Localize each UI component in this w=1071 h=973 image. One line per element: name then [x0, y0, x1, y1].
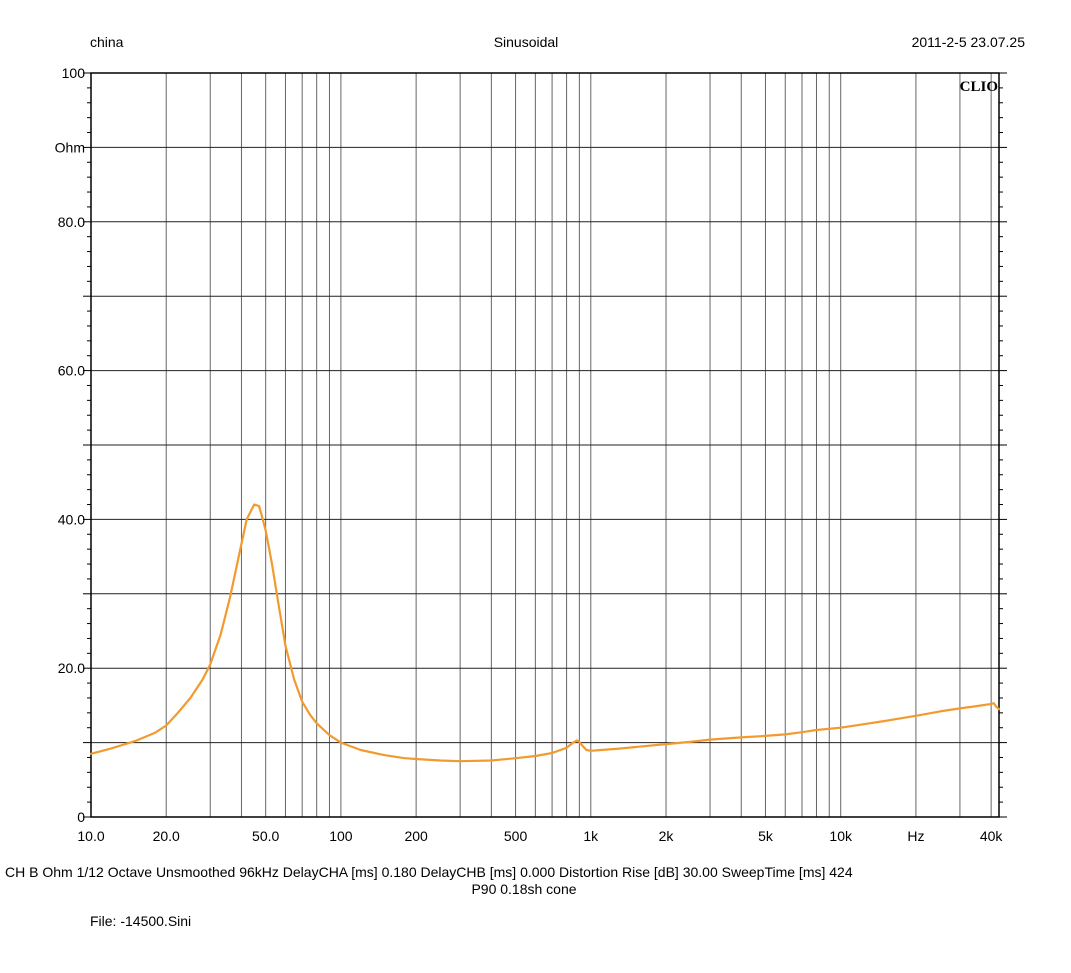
x-tick-label: 50.0 — [252, 828, 279, 844]
series-layer — [89, 503, 1001, 763]
y-tick-label: 20.0 — [58, 660, 85, 676]
x-tick-label: 10k — [829, 828, 853, 844]
x-tick-label: 5k — [758, 828, 774, 844]
y-tick-label: 80.0 — [58, 214, 85, 230]
x-tick-label: 40k — [980, 828, 1004, 844]
chart-title: Sinusoidal — [493, 34, 559, 50]
grid — [91, 73, 999, 817]
x-tick-label: 1k — [583, 828, 599, 844]
impedance-curve — [89, 503, 1001, 763]
x-tick-labels: 10.0 20.0 50.0 100 200 500 1k 2k 5k 10k Hz 40k — [77, 828, 1003, 844]
header-left-label: china — [90, 34, 124, 50]
x-tick-label: 100 — [329, 828, 353, 844]
clio-logo: CLIO — [960, 79, 998, 95]
axis-frame — [83, 72, 1007, 818]
x-tick-label: 200 — [404, 828, 428, 844]
measurement-note: P90 0.18sh cone — [471, 881, 577, 897]
y-tick-labels: 100 Ohm 80.0 60.0 40.0 20.0 0 — [55, 65, 86, 825]
timestamp: 2011-2-5 23.07.25 — [911, 34, 1025, 50]
file-name: File: -14500.Sini — [90, 913, 192, 929]
y-tick-label: 40.0 — [58, 511, 85, 527]
y-tick-label: Ohm — [55, 139, 85, 155]
y-tick-label: 100 — [62, 65, 86, 81]
x-tick-label: Hz — [907, 828, 924, 844]
impedance-chart: 100 Ohm 80.0 60.0 40.0 20.0 0 10.0 20.0 50.0 100 2… — [55, 65, 1007, 844]
x-tick-label: 10.0 — [77, 828, 104, 844]
y-tick-label: 60.0 — [58, 363, 85, 379]
x-tick-label: 20.0 — [153, 828, 180, 844]
x-tick-label: 500 — [504, 828, 528, 844]
measurement-info: CH B Ohm 1/12 Octave Unsmoothed 96kHz De… — [5, 864, 853, 880]
x-tick-label: 2k — [659, 828, 675, 844]
y-tick-label: 0 — [77, 809, 85, 825]
